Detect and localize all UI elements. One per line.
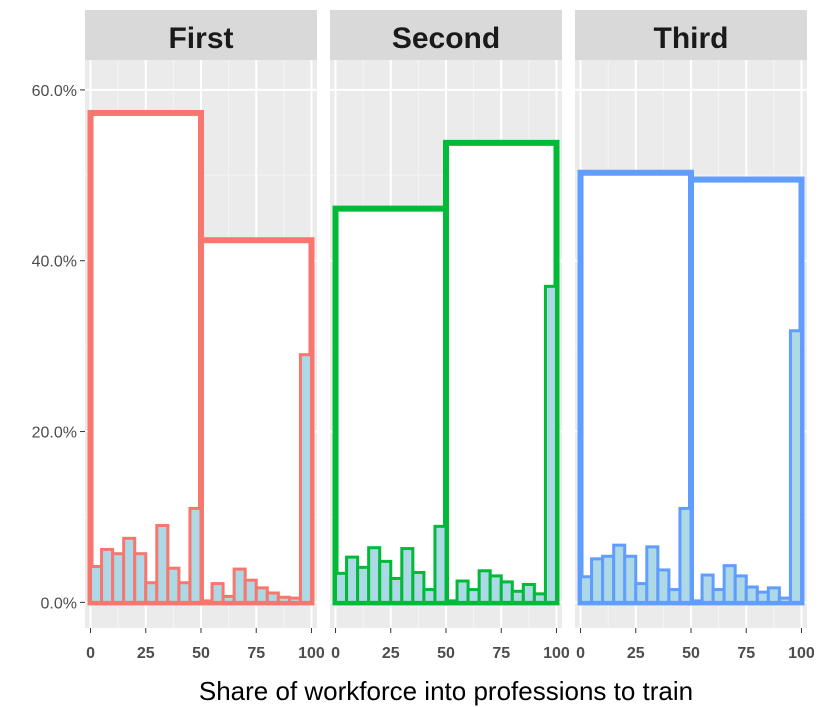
fine-bar	[579, 575, 594, 604]
fine-bar	[298, 353, 313, 604]
fine-bar	[645, 545, 660, 604]
coarse-bar-1	[332, 205, 449, 606]
x-tick-label: 50	[192, 645, 210, 662]
fine-bar	[521, 582, 536, 604]
fine-bar	[788, 329, 803, 604]
fine-bar	[477, 569, 492, 604]
fine-bar	[287, 596, 302, 604]
fine-bar	[678, 506, 693, 604]
x-tick-label: 25	[382, 645, 400, 662]
fine-bar	[744, 585, 759, 604]
fine-bar	[422, 588, 437, 604]
fine-bar	[532, 592, 547, 604]
fine-bar	[433, 524, 448, 604]
fine-bar	[488, 574, 503, 604]
facet-panels: First 0 25 50 75 100 Second 0 25 50 75 100 Third 0 25 5…	[85, 10, 815, 662]
x-tick-label: 0	[331, 645, 340, 662]
fine-bar	[411, 570, 426, 604]
coarse-bar-2	[688, 176, 805, 606]
x-tick-label: 75	[492, 645, 510, 662]
fine-bar	[133, 552, 148, 604]
fine-bar	[634, 582, 649, 604]
facet-panel-first: First 0 25 50 75 100	[85, 10, 325, 662]
fine-bar	[122, 536, 137, 604]
fine-bar	[356, 565, 371, 604]
fine-bar	[733, 574, 748, 604]
y-tick-label: 20.0%	[32, 425, 77, 442]
fine-bar	[590, 557, 605, 604]
fine-bar	[755, 590, 770, 604]
fine-bar	[700, 573, 715, 604]
fine-bar	[232, 567, 247, 604]
facet-panel-third: Third 0 25 50 75 100	[575, 10, 815, 662]
y-tick-label: 0.0%	[41, 595, 77, 612]
fine-bar	[499, 580, 514, 604]
strip-background	[330, 10, 562, 60]
fine-bar	[455, 579, 470, 604]
fine-bar	[334, 571, 349, 604]
x-tick-label: 25	[627, 645, 645, 662]
x-tick-label: 100	[543, 645, 570, 662]
fine-bar	[177, 581, 192, 604]
fine-bar	[210, 582, 225, 604]
x-tick-label: 0	[576, 645, 585, 662]
fine-bar	[188, 506, 203, 604]
fine-bar	[711, 588, 726, 604]
facet-panel-second: Second 0 25 50 75 100	[330, 10, 570, 662]
fine-bar	[612, 543, 627, 604]
fine-bar	[389, 576, 404, 604]
fine-bar	[243, 578, 258, 604]
strip-label: First	[168, 22, 233, 55]
fine-bar	[667, 588, 682, 604]
fine-bar	[777, 596, 792, 604]
fine-bar	[623, 554, 638, 604]
y-tick-label: 40.0%	[32, 254, 77, 271]
x-tick-label: 75	[247, 645, 265, 662]
coarse-bar-1	[577, 169, 694, 606]
x-tick-label: 100	[298, 645, 325, 662]
fine-bar	[510, 589, 525, 604]
x-tick-label: 75	[737, 645, 755, 662]
fine-bar	[722, 564, 737, 604]
x-tick-label: 100	[788, 645, 815, 662]
fine-bar	[89, 565, 104, 604]
fine-bar	[378, 559, 393, 604]
fine-bar	[221, 594, 236, 604]
coarse-bar-1	[87, 109, 204, 606]
fine-bar	[166, 566, 181, 604]
fine-bar	[254, 586, 269, 604]
fine-bar	[276, 595, 291, 604]
strip-label: Third	[654, 22, 729, 55]
x-axis-title: Share of workforce into professions to t…	[199, 676, 693, 706]
strip-background	[85, 10, 317, 60]
fine-bar	[400, 547, 415, 604]
fine-bar	[656, 568, 671, 604]
y-axis: 0.0% 20.0% 40.0% 60.0%	[32, 83, 85, 612]
fine-bar	[155, 524, 170, 604]
x-tick-label: 25	[137, 645, 155, 662]
fine-bar	[601, 554, 616, 604]
strip-label: Second	[392, 22, 500, 55]
fine-bar	[345, 555, 360, 604]
fine-bar	[100, 547, 115, 604]
fine-bar	[111, 552, 126, 604]
coarse-bar-2	[198, 237, 315, 606]
coarse-bar-2	[443, 139, 560, 606]
x-tick-label: 50	[437, 645, 455, 662]
fine-bar	[265, 591, 280, 604]
fine-bar	[367, 546, 382, 604]
x-tick-label: 0	[86, 645, 95, 662]
y-tick-label: 60.0%	[32, 83, 77, 100]
fine-bar	[766, 586, 781, 604]
strip-background	[575, 10, 807, 60]
fine-bar	[144, 581, 159, 604]
fine-bar	[543, 284, 558, 604]
x-tick-label: 50	[682, 645, 700, 662]
fine-bar	[466, 588, 481, 604]
